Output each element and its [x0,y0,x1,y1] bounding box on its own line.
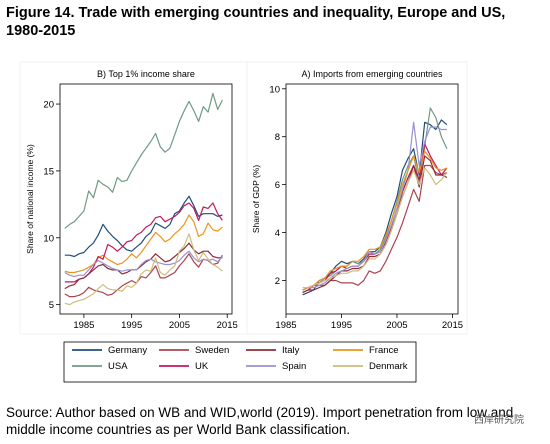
x-tick-label: 1985 [275,320,296,331]
y-tick-label: 6 [275,180,280,191]
legend-label-germany: Germany [108,345,147,356]
legend-label-italy: Italy [282,345,300,356]
series-line-usa [64,92,223,229]
panel-title: B) Top 1% income share [97,69,195,79]
y-tick-label: 4 [275,228,280,239]
series-line-denmark [302,167,448,289]
chart-panel-1: B) Top 1% income share 5 10 15 20 1985 1995 200… [19,61,253,335]
series-line-france [64,214,223,274]
series-line-germany [64,195,223,258]
series-line-uk [64,202,223,283]
series-line-italy [64,242,223,290]
legend-label-uk: UK [195,361,209,372]
plot-area [285,83,459,315]
x-tick-label: 1995 [121,320,142,331]
series-line-france [302,150,448,291]
y-tick-label: 5 [49,300,54,311]
chart-panel-2: A) Imports from emerging countries 2 4 6 8 10… [246,61,468,335]
x-tick-label: 1985 [73,320,94,331]
source-note: Source: Author based on WB and WID,world… [6,405,514,437]
x-tick-label: 2005 [169,320,190,331]
y-axis-label: Share of national income (%) [25,144,35,254]
y-tick-label: 15 [43,166,54,177]
legend: Germany Sweden Italy France USA UK Spain Denmar… [63,341,417,383]
y-tick-label: 8 [275,132,280,143]
series-line-spain [302,121,447,291]
plot-area [59,83,233,315]
panel-title: A) Imports from emerging countries [301,69,443,79]
y-tick-label: 2 [275,276,280,287]
legend-label-denmark: Denmark [369,361,408,372]
legend-label-spain: Spain [282,361,306,372]
watermark-text: 西岸研究院 [474,415,524,426]
legend-label-france: France [369,345,399,356]
y-axis-label: Share of GDP (%) [251,165,261,234]
y-tick-label: 20 [43,100,54,111]
y-tick-label: 10 [269,84,280,95]
series-line-sweden [64,253,223,298]
series-line-denmark [64,233,223,306]
legend-box [63,341,417,383]
figure-title: Figure 14. Trade with emerging countries… [6,5,506,39]
series-line-spain [64,250,223,278]
x-tick-label: 2005 [386,320,407,331]
x-tick-label: 1995 [331,320,352,331]
y-tick-label: 10 [43,233,54,244]
legend-label-usa: USA [108,361,128,372]
legend-label-sweden: Sweden [195,345,229,356]
x-tick-label: 2015 [442,320,463,331]
series-line-italy [302,155,448,293]
x-tick-label: 2015 [217,320,238,331]
